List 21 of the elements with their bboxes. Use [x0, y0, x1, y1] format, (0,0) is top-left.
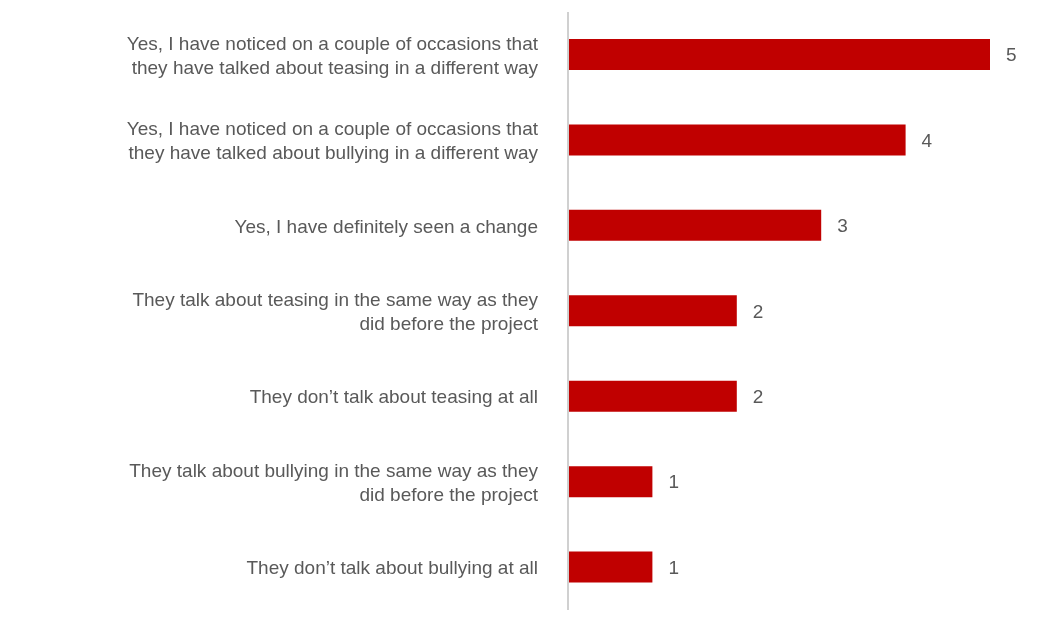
y-tick-label: They talk about teasing in the same way as they did before the project [132, 288, 539, 334]
bar [568, 209, 822, 241]
bar [568, 124, 906, 156]
data-label: 1 [668, 471, 679, 493]
data-label: 2 [752, 385, 764, 407]
y-tick-label: Yes, I have noticed on a couple of occasions that they have talked about bullying in a different way [126, 117, 539, 163]
data-label: 2 [752, 300, 764, 322]
data-label: 1 [668, 556, 679, 578]
bar [568, 466, 653, 498]
data-label: 5 [1006, 44, 1017, 66]
bar [568, 380, 737, 412]
bar [568, 295, 737, 327]
data-label: 3 [837, 215, 848, 237]
y-tick-label: They don’t talk about teasing at all [249, 385, 538, 407]
y-tick-label: They don’t talk about bullying at all [246, 556, 538, 578]
y-tick-label: Yes, I have noticed on a couple of occasions that they have talked about teasing in a different way [126, 32, 539, 78]
data-label: 4 [921, 129, 933, 151]
y-tick-label: Yes, I have definitely seen a change [234, 215, 538, 237]
bar [568, 551, 653, 583]
y-tick-label: They talk about bullying in the same way as they did before the project [129, 459, 539, 505]
bar [568, 39, 990, 70]
